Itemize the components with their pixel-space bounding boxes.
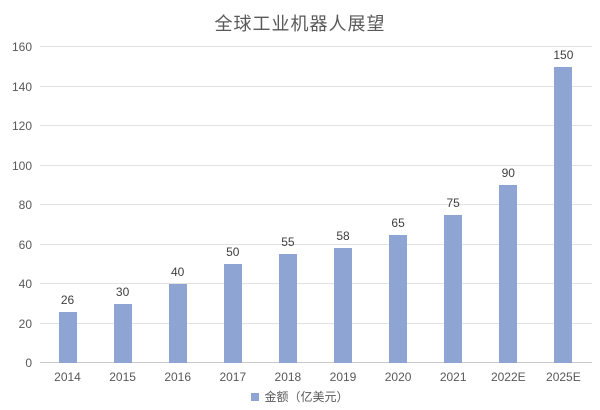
gridline <box>40 204 592 205</box>
y-tick-label: 140 <box>11 79 32 94</box>
gridline <box>40 46 592 47</box>
bar-value-label: 40 <box>171 265 185 279</box>
legend-swatch-icon <box>251 392 260 401</box>
legend: 金额（亿美元） <box>0 388 600 405</box>
bar-value-label: 30 <box>115 284 130 299</box>
y-tick-label: 0 <box>25 356 32 370</box>
bar-2020 <box>389 234 408 363</box>
bar-value-label: 58 <box>336 229 350 244</box>
x-tick-label: 2020 <box>384 370 412 384</box>
bar-value-label: 90 <box>501 166 515 181</box>
bar-2022E <box>499 185 518 363</box>
plot-area: 26 30 40 50 55 58 65 75 90 150 <box>40 46 592 363</box>
y-tick-label: 60 <box>18 237 32 252</box>
x-tick-label: 2022E <box>490 370 526 384</box>
y-tick-label: 20 <box>18 316 32 331</box>
y-tick-label: 40 <box>18 277 32 291</box>
x-tick-label: 2021 <box>439 370 467 384</box>
x-axis-line <box>40 362 592 363</box>
bar-2018 <box>278 254 297 363</box>
gridline <box>40 164 592 166</box>
bar-value-label: 50 <box>226 245 240 260</box>
bar-value-label: 55 <box>281 235 295 250</box>
gridline <box>40 85 592 87</box>
x-tick-label: 2015 <box>109 370 136 384</box>
bar-2015 <box>113 303 132 363</box>
bar-2016 <box>168 284 187 363</box>
x-tick-label: 2014 <box>54 370 81 384</box>
chart-title: 全球工业机器人展望 <box>214 14 386 34</box>
y-tick-label: 120 <box>11 119 32 133</box>
x-tick-label: 2025E <box>546 370 581 384</box>
bar-2021 <box>444 214 463 363</box>
bar-value-label: 26 <box>60 292 75 307</box>
bar-2019 <box>334 248 352 363</box>
bar-value-label: 75 <box>446 195 460 210</box>
y-tick-label: 100 <box>11 158 32 173</box>
x-tick-label: 2019 <box>329 370 357 384</box>
y-tick-label: 160 <box>11 40 32 54</box>
legend-label: 金额（亿美元） <box>264 390 349 404</box>
gridline <box>40 283 592 284</box>
gridline <box>40 243 592 245</box>
x-tick-label: 2017 <box>219 370 247 384</box>
y-tick-label: 80 <box>18 198 32 212</box>
x-tick-label: 2016 <box>164 370 192 384</box>
bar-2017 <box>223 264 242 363</box>
bar-2014 <box>58 311 77 363</box>
bar-value-label: 65 <box>391 215 405 230</box>
gridline <box>40 322 592 324</box>
x-tick-label: 2018 <box>274 370 302 384</box>
bar-2025E <box>554 66 573 363</box>
gridline <box>40 125 592 126</box>
bar-value-label: 150 <box>553 47 574 62</box>
